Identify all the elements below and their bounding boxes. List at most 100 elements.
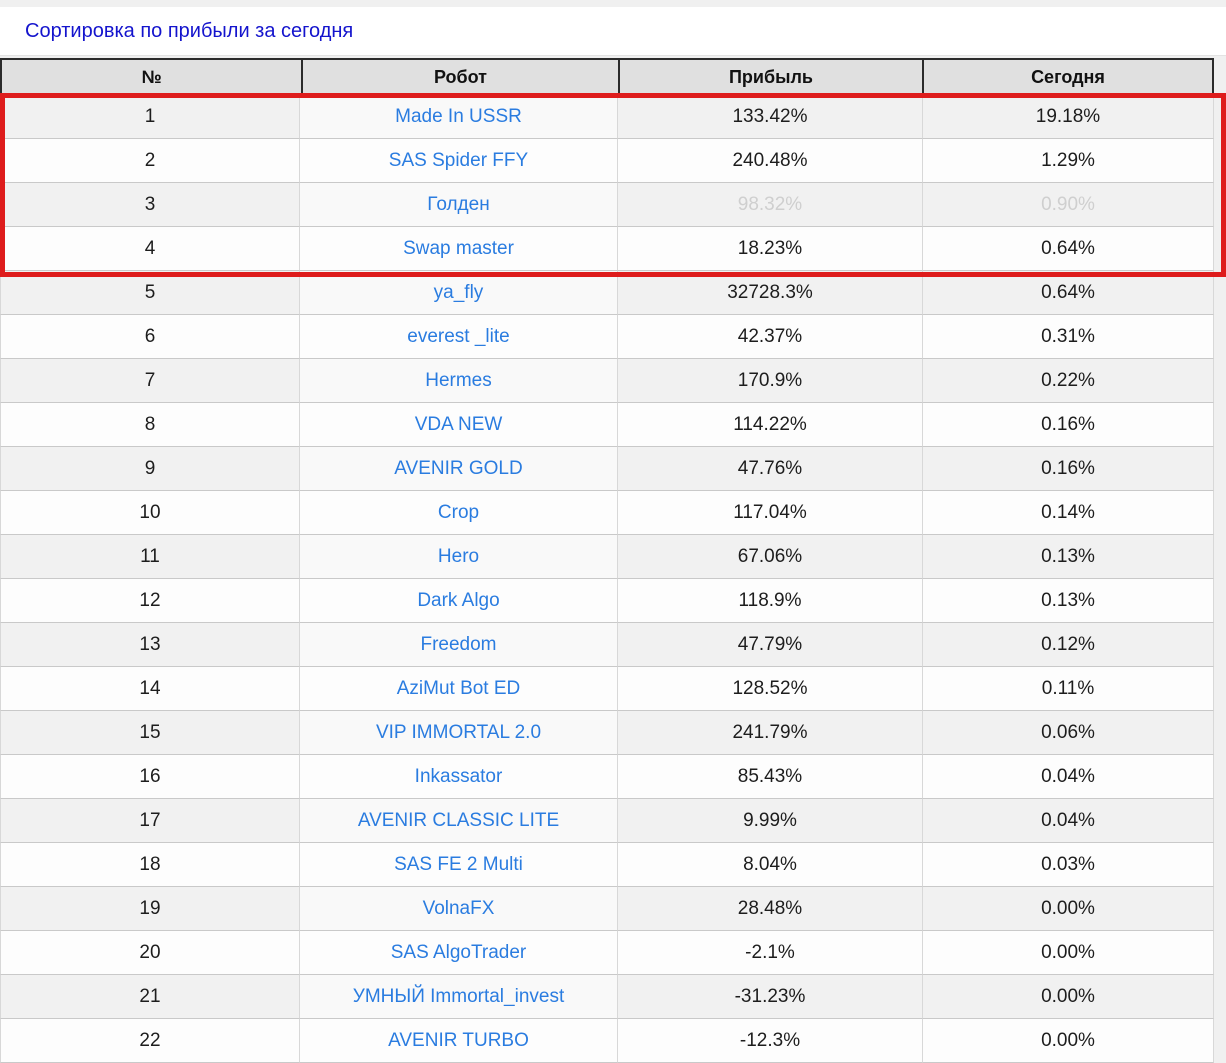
today-cell: 0.22% [923, 359, 1214, 403]
row-number-cell: 4 [0, 227, 300, 271]
today-cell: 0.64% [923, 227, 1214, 271]
profit-cell: -2.1% [618, 931, 923, 975]
robot-link[interactable]: VDA NEW [414, 413, 503, 435]
robot-cell: SAS FE 2 Multi [300, 843, 618, 887]
profit-cell: 32728.3% [618, 271, 923, 315]
robot-cell: УМНЫЙ Immortal_invest [300, 975, 618, 1019]
robot-link[interactable]: ya_fly [433, 281, 484, 303]
robot-cell: VDA NEW [300, 403, 618, 447]
row-number-cell: 21 [0, 975, 300, 1019]
today-cell: 0.04% [923, 799, 1214, 843]
row-number-cell: 15 [0, 711, 300, 755]
robot-link[interactable]: VolnaFX [422, 897, 495, 919]
profit-cell: 67.06% [618, 535, 923, 579]
robot-link[interactable]: Dark Algo [417, 589, 500, 611]
today-cell: 0.13% [923, 535, 1214, 579]
robot-link[interactable]: Crop [437, 501, 480, 523]
robot-cell: AVENIR TURBO [300, 1019, 618, 1063]
today-cell: 0.12% [923, 623, 1214, 667]
row-number-cell: 13 [0, 623, 300, 667]
today-cell: 0.06% [923, 711, 1214, 755]
robot-cell: Hermes [300, 359, 618, 403]
robot-cell: Голден [300, 183, 618, 227]
robot-cell: AVENIR GOLD [300, 447, 618, 491]
table-row: 5 ya_fly 32728.3% 0.64% [0, 271, 1214, 315]
today-cell: 0.16% [923, 447, 1214, 491]
today-cell: 0.00% [923, 1019, 1214, 1063]
today-cell: 0.16% [923, 403, 1214, 447]
robot-link[interactable]: SAS AlgoTrader [390, 941, 527, 963]
robot-link[interactable]: Голден [427, 193, 490, 215]
robot-cell: Dark Algo [300, 579, 618, 623]
profit-cell: 9.99% [618, 799, 923, 843]
robot-link[interactable]: AVENIR CLASSIC LITE [357, 809, 560, 831]
sort-title-link[interactable]: Сортировка по прибыли за сегодня [25, 19, 354, 42]
profit-cell: 47.76% [618, 447, 923, 491]
robot-cell: Hero [300, 535, 618, 579]
row-number-cell: 14 [0, 667, 300, 711]
table-row: 8 VDA NEW 114.22% 0.16% [0, 403, 1214, 447]
table-row: 1 Made In USSR 133.42% 19.18% [0, 95, 1214, 139]
today-cell: 0.14% [923, 491, 1214, 535]
robot-link[interactable]: AziMut Bot ED [396, 677, 521, 699]
col-header-robot[interactable]: Робот [301, 60, 618, 95]
robot-link[interactable]: Hermes [425, 369, 492, 391]
robot-link[interactable]: Hero [437, 545, 480, 567]
table-row: 17 AVENIR CLASSIC LITE 9.99% 0.04% [0, 799, 1214, 843]
row-number-cell: 1 [0, 95, 300, 139]
robot-cell: SAS Spider FFY [300, 139, 618, 183]
table-row: 2 SAS Spider FFY 240.48% 1.29% [0, 139, 1214, 183]
profit-cell: 128.52% [618, 667, 923, 711]
row-number-cell: 5 [0, 271, 300, 315]
profit-cell: 98.32% [618, 183, 923, 227]
profit-cell: 114.22% [618, 403, 923, 447]
robot-cell: AziMut Bot ED [300, 667, 618, 711]
profit-cell: 118.9% [618, 579, 923, 623]
table-header-row: № Робот Прибыль Сегодня [0, 58, 1214, 95]
today-cell: 0.64% [923, 271, 1214, 315]
row-number-cell: 18 [0, 843, 300, 887]
table-row: 14 AziMut Bot ED 128.52% 0.11% [0, 667, 1214, 711]
today-cell: 0.00% [923, 931, 1214, 975]
robot-link[interactable]: SAS FE 2 Multi [394, 853, 523, 875]
today-cell: 0.00% [923, 887, 1214, 931]
table-row: 20 SAS AlgoTrader -2.1% 0.00% [0, 931, 1214, 975]
today-cell: 0.03% [923, 843, 1214, 887]
profit-cell: 28.48% [618, 887, 923, 931]
robot-link[interactable]: Swap master [403, 237, 514, 259]
robot-link[interactable]: Inkassator [414, 765, 503, 787]
robot-link[interactable]: УМНЫЙ Immortal_invest [352, 985, 565, 1007]
col-header-profit[interactable]: Прибыль [617, 60, 922, 95]
row-number-cell: 16 [0, 755, 300, 799]
table-row: 13 Freedom 47.79% 0.12% [0, 623, 1214, 667]
table-row: 6 everest _lite 42.37% 0.31% [0, 315, 1214, 359]
robot-link[interactable]: AVENIR TURBO [388, 1029, 529, 1051]
robot-link[interactable]: Freedom [420, 633, 497, 655]
row-number-cell: 20 [0, 931, 300, 975]
robot-link[interactable]: VIP IMMORTAL 2.0 [375, 721, 542, 743]
robot-link[interactable]: AVENIR GOLD [394, 457, 523, 479]
col-header-number[interactable]: № [141, 67, 162, 87]
table-row: 4 Swap master 18.23% 0.64% [0, 227, 1214, 271]
row-number-cell: 7 [0, 359, 300, 403]
table-row: 11 Hero 67.06% 0.13% [0, 535, 1214, 579]
robot-link[interactable]: SAS Spider FFY [388, 149, 529, 171]
table-body: 1 Made In USSR 133.42% 19.18% 2 SAS Spider FF… [0, 95, 1214, 1063]
col-header-today[interactable]: Сегодня [921, 60, 1212, 95]
row-number-cell: 3 [0, 183, 300, 227]
profit-cell: 133.42% [618, 95, 923, 139]
table-row: 22 AVENIR TURBO -12.3% 0.00% [0, 1019, 1214, 1063]
table-row: 12 Dark Algo 118.9% 0.13% [0, 579, 1214, 623]
row-number-cell: 10 [0, 491, 300, 535]
robot-cell: SAS AlgoTrader [300, 931, 618, 975]
robot-link[interactable]: Made In USSR [395, 105, 522, 127]
profit-cell: 8.04% [618, 843, 923, 887]
row-number-cell: 8 [0, 403, 300, 447]
profit-cell: -31.23% [618, 975, 923, 1019]
profit-cell: 42.37% [618, 315, 923, 359]
row-number-cell: 12 [0, 579, 300, 623]
robot-link[interactable]: everest _lite [407, 325, 510, 347]
robot-cell: Made In USSR [300, 95, 618, 139]
table-row: 18 SAS FE 2 Multi 8.04% 0.03% [0, 843, 1214, 887]
